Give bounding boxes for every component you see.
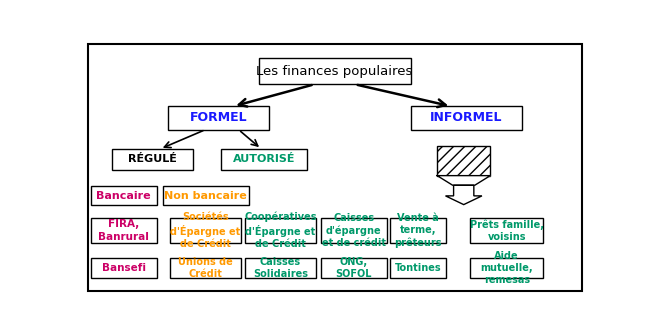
Text: FIRA,
Banrural: FIRA, Banrural — [98, 219, 149, 242]
Text: FORMEL: FORMEL — [189, 112, 247, 124]
Bar — [91, 218, 157, 243]
Bar — [437, 146, 490, 175]
Bar — [470, 218, 543, 243]
Text: Coopératives
d'Épargne et
de Crédit: Coopératives d'Épargne et de Crédit — [244, 212, 317, 249]
Text: INFORMEL: INFORMEL — [430, 112, 503, 124]
Bar — [91, 258, 157, 278]
Text: Tontines: Tontines — [395, 263, 441, 273]
Bar — [168, 106, 269, 130]
Bar — [221, 149, 307, 170]
Text: Prêts famille,
voisins: Prêts famille, voisins — [470, 219, 544, 242]
Text: Bancaire: Bancaire — [96, 191, 151, 201]
Bar — [245, 258, 316, 278]
Bar — [321, 218, 387, 243]
Text: Les finances populaires: Les finances populaires — [257, 65, 413, 78]
Polygon shape — [437, 176, 490, 185]
Text: Caisses
Solidaires: Caisses Solidaires — [253, 257, 308, 279]
Text: Aide
mutuelle,
remesas: Aide mutuelle, remesas — [481, 251, 533, 285]
Bar — [112, 149, 193, 170]
Bar — [163, 186, 249, 205]
Text: RÉGULÉ: RÉGULÉ — [128, 154, 177, 164]
Bar — [170, 218, 241, 243]
Bar — [170, 258, 241, 278]
Text: Non bancaire: Non bancaire — [165, 191, 247, 201]
Bar — [259, 58, 411, 84]
Bar — [245, 218, 316, 243]
Bar — [390, 218, 446, 243]
Bar — [470, 258, 543, 278]
Text: Vente à
terme,
prêteurs: Vente à terme, prêteurs — [394, 213, 442, 248]
Bar — [91, 186, 157, 205]
Bar — [321, 258, 387, 278]
Text: Bansefi: Bansefi — [102, 263, 146, 273]
Bar — [411, 106, 522, 130]
Text: Unions de
Crédit: Unions de Crédit — [178, 257, 233, 279]
Text: Sociétés
d'Épargne et
de Crédit: Sociétés d'Épargne et de Crédit — [170, 212, 241, 249]
Bar — [390, 258, 446, 278]
Text: Caisses
d'épargne
et de crédit: Caisses d'épargne et de crédit — [322, 213, 386, 248]
Text: AUTORISÉ: AUTORISÉ — [232, 154, 295, 164]
Polygon shape — [445, 185, 482, 205]
Text: ONG,
SOFOL: ONG, SOFOL — [336, 257, 372, 279]
